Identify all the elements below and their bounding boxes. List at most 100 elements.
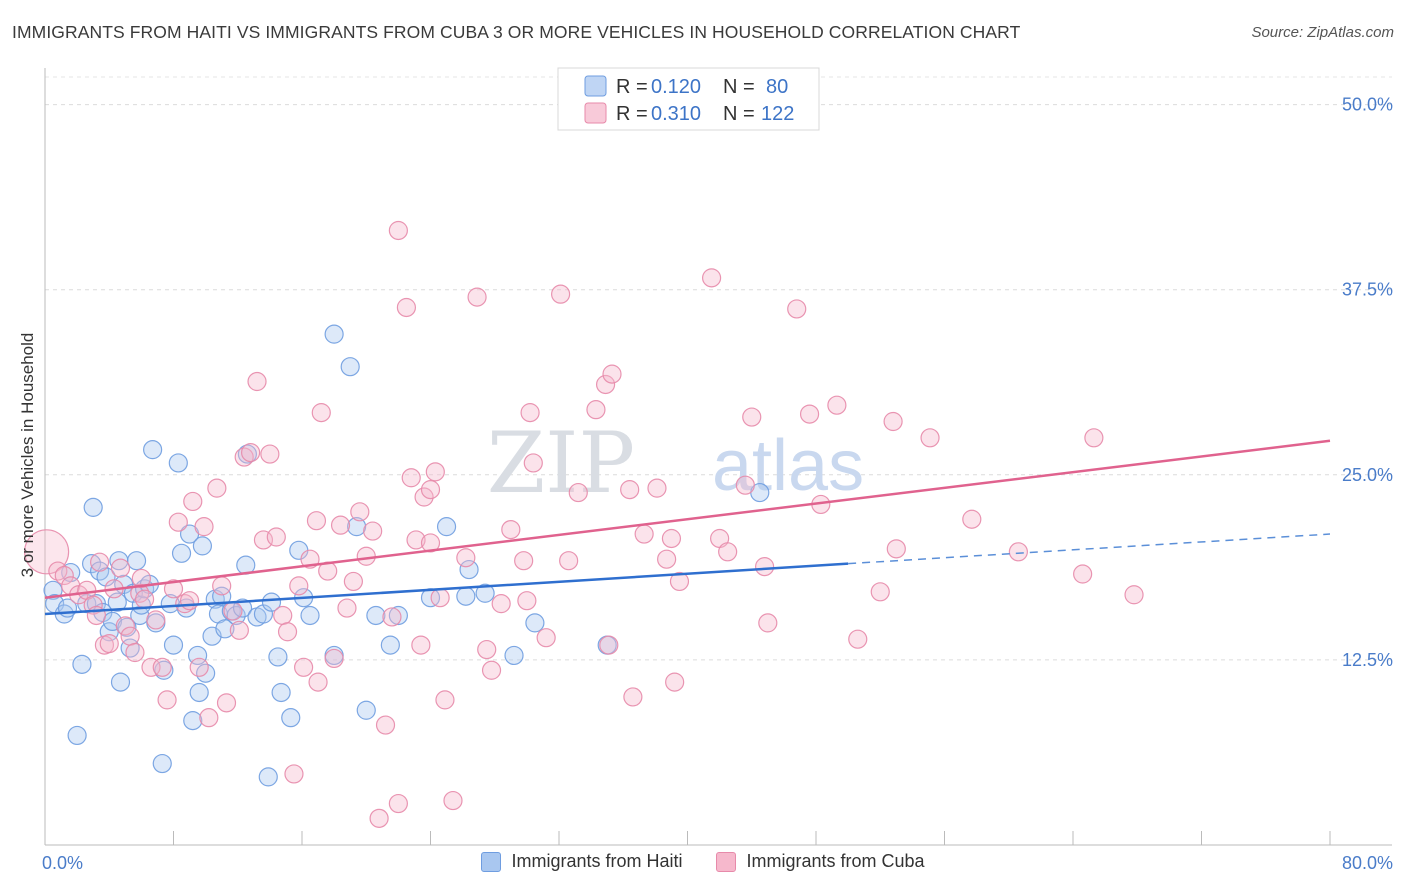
point xyxy=(194,517,214,537)
point xyxy=(420,533,441,553)
point xyxy=(586,400,606,420)
point xyxy=(1124,585,1144,605)
point xyxy=(962,509,982,529)
point xyxy=(99,634,119,654)
point xyxy=(340,357,360,377)
correlation-legend: R = 0.120 N = 80 R = 0.310 N = 122 xyxy=(557,67,820,131)
point xyxy=(883,411,903,432)
point xyxy=(157,690,177,710)
point xyxy=(125,642,145,663)
point xyxy=(152,657,172,677)
legend-n-label-cuba: N = xyxy=(723,103,755,125)
point xyxy=(523,453,543,473)
point xyxy=(425,462,445,482)
legend-swatch-cuba-bottom xyxy=(716,851,737,872)
point xyxy=(375,715,396,735)
point xyxy=(324,648,344,669)
trend-lines xyxy=(44,439,1331,616)
point xyxy=(189,657,209,677)
point xyxy=(657,549,677,569)
point xyxy=(436,517,457,537)
point xyxy=(787,299,807,319)
point xyxy=(718,542,738,562)
watermark: ZIP atlas xyxy=(487,414,864,512)
legend-r-value-haiti: 0.120 xyxy=(651,76,701,98)
legend-n-value-cuba: 122 xyxy=(761,103,794,125)
legend-swatch-haiti xyxy=(584,75,607,97)
legend-r-label-haiti: R = xyxy=(616,76,648,98)
point xyxy=(799,404,820,424)
point xyxy=(595,374,616,395)
legend-n-value-haiti: 80 xyxy=(766,76,788,98)
point xyxy=(163,579,184,599)
point xyxy=(536,628,556,648)
point xyxy=(568,482,588,503)
point xyxy=(380,635,400,655)
legend-item-cuba: Immigrants from Cuba xyxy=(716,851,925,872)
trend-line-extension-0 xyxy=(848,533,1331,565)
point xyxy=(401,468,421,488)
point xyxy=(300,605,320,626)
point xyxy=(382,607,402,627)
point xyxy=(229,620,249,640)
legend-r-value-cuba: 0.310 xyxy=(651,103,701,125)
point xyxy=(388,220,408,241)
point xyxy=(827,395,847,415)
y-tick-label-2: 37.5% xyxy=(1342,280,1393,300)
point xyxy=(758,613,778,633)
point xyxy=(141,657,161,677)
trend-line-0 xyxy=(44,562,849,616)
point xyxy=(183,491,203,512)
x-tick-label-1: 80.0% xyxy=(1342,853,1393,873)
point xyxy=(168,453,188,473)
point xyxy=(237,444,257,464)
point xyxy=(120,626,140,646)
point xyxy=(701,268,722,288)
point xyxy=(67,725,87,746)
y-tick-label-3: 50.0% xyxy=(1342,95,1393,115)
legend-n-label-haiti: N = xyxy=(723,76,755,98)
point xyxy=(870,582,890,602)
point xyxy=(266,527,286,547)
point xyxy=(281,708,301,728)
point xyxy=(54,565,74,586)
point xyxy=(216,693,237,713)
point xyxy=(247,371,267,392)
point xyxy=(661,528,682,549)
point xyxy=(72,654,92,674)
point xyxy=(754,557,775,577)
point xyxy=(160,594,180,614)
point xyxy=(551,284,571,304)
point xyxy=(284,764,304,784)
point xyxy=(241,442,261,463)
point xyxy=(388,793,408,814)
legend-item-haiti: Immigrants from Haiti xyxy=(481,851,682,872)
point xyxy=(459,559,479,580)
point xyxy=(212,586,232,606)
point xyxy=(517,591,537,611)
point xyxy=(223,601,243,621)
point xyxy=(920,428,940,448)
point xyxy=(271,682,291,703)
point xyxy=(848,629,868,649)
point xyxy=(420,480,441,500)
point xyxy=(277,622,298,642)
point xyxy=(1084,428,1104,448)
trend-line-1 xyxy=(44,439,1331,599)
point xyxy=(347,517,367,537)
point xyxy=(324,324,344,344)
point xyxy=(260,444,280,464)
point xyxy=(525,613,545,633)
point xyxy=(504,645,524,666)
point xyxy=(1008,542,1028,562)
point xyxy=(311,403,331,423)
point xyxy=(599,635,619,655)
legend-label-cuba: Immigrants from Cuba xyxy=(746,851,925,871)
point xyxy=(501,519,521,540)
y-tick-label-0: 12.5% xyxy=(1342,650,1393,670)
axes xyxy=(44,68,1392,846)
point xyxy=(115,616,135,636)
point xyxy=(1073,564,1093,584)
point xyxy=(207,478,227,498)
